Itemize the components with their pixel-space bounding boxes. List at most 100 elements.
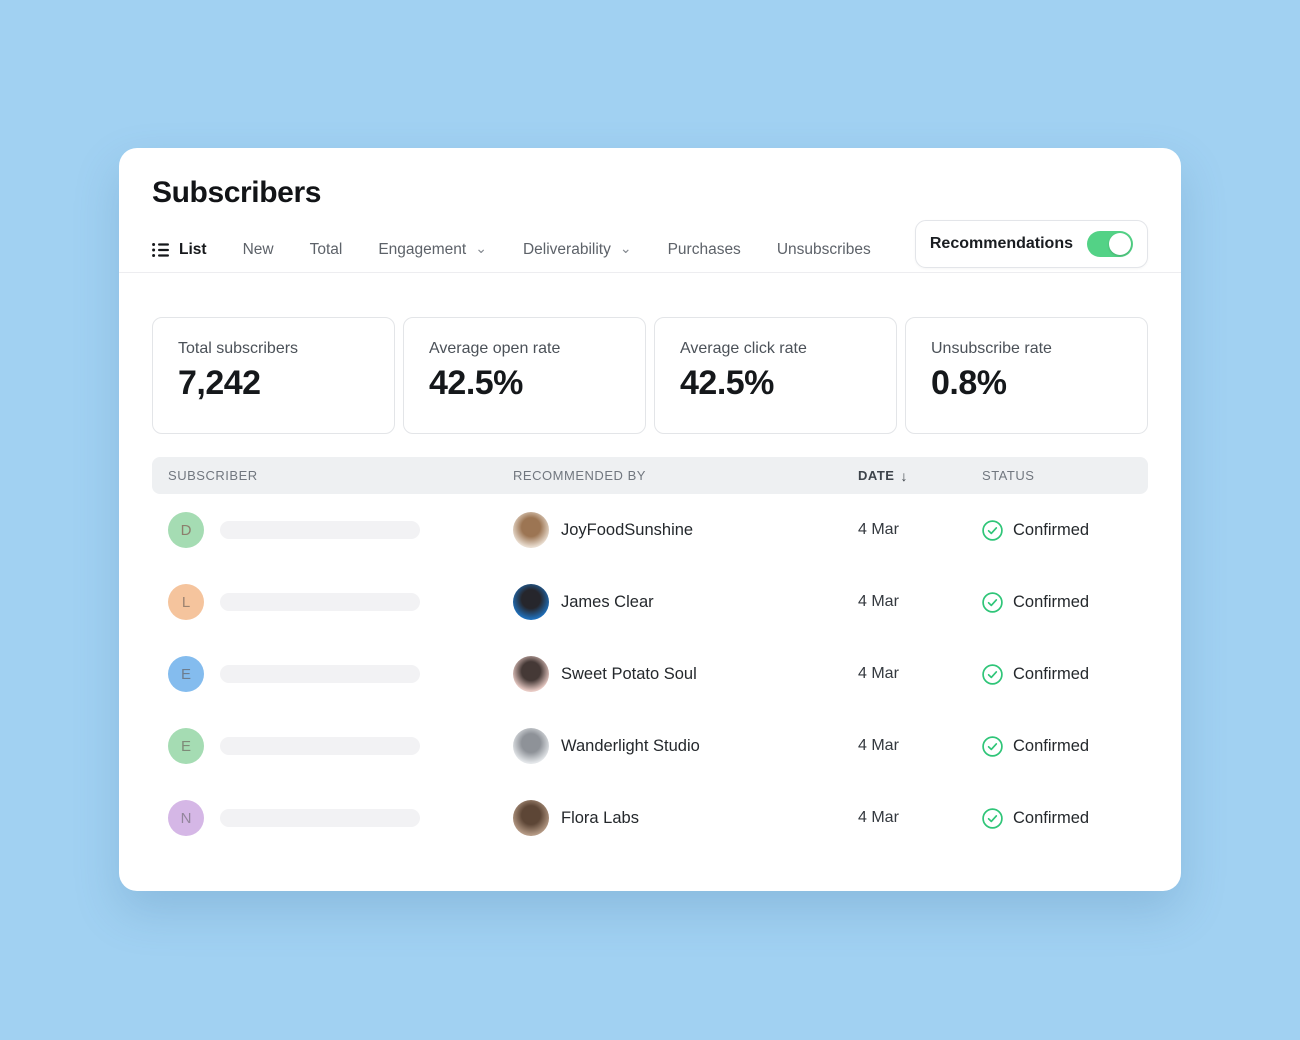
date-cell: 4 Mar: [858, 521, 899, 538]
date-cell: 4 Mar: [858, 737, 899, 754]
status-badge: Confirmed: [1013, 736, 1090, 755]
subscriber-name-placeholder: [220, 809, 420, 827]
table-header: SUBSCRIBER RECOMMENDED BY DATE ↓ STATUS: [152, 457, 1148, 494]
confirmed-check-icon: [982, 735, 1003, 757]
subscriber-initial-avatar: L: [168, 584, 204, 620]
recommender-name: Flora Labs: [561, 808, 639, 827]
panel-header: Subscribers List: [119, 148, 1181, 273]
tab-nav: List New Total Engagement ⌄ Deliverabili…: [152, 220, 1148, 274]
sort-desc-icon: ↓: [900, 467, 909, 484]
status-cell: Confirmed: [982, 735, 1132, 757]
status-badge: Confirmed: [1013, 520, 1090, 539]
recommender-name: James Clear: [561, 592, 654, 611]
status-cell: Confirmed: [982, 519, 1132, 541]
table-row[interactable]: N Flora Labs 4 Mar Confirmed: [152, 782, 1148, 854]
subscriber-initial-avatar: D: [168, 512, 204, 548]
subscribers-panel: Subscribers List: [119, 148, 1181, 891]
column-label: DATE: [858, 468, 895, 483]
subscriber-cell: L: [168, 584, 513, 620]
confirmed-check-icon: [982, 519, 1003, 541]
table-row[interactable]: L James Clear 4 Mar Confirmed: [152, 566, 1148, 638]
tab-label: Engagement: [378, 241, 467, 258]
status-cell: Confirmed: [982, 807, 1132, 829]
subscriber-name-placeholder: [220, 737, 420, 755]
tab-deliverability[interactable]: Deliverability ⌄: [523, 241, 632, 259]
recommender-name: Sweet Potato Soul: [561, 664, 697, 683]
stat-label: Average click rate: [680, 340, 807, 357]
tab-label: Unsubscribes: [776, 241, 871, 258]
tab-unsubscribes[interactable]: Unsubscribes: [777, 241, 871, 259]
subscriber-initial-avatar: E: [168, 656, 204, 692]
stat-total-subscribers: Total subscribers 7,242: [152, 317, 395, 434]
tab-engagement[interactable]: Engagement ⌄: [378, 241, 487, 259]
page-title: Subscribers: [152, 176, 322, 209]
stats-row: Total subscribers 7,242 Average open rat…: [152, 317, 1148, 434]
tab-label: Deliverability: [522, 241, 611, 258]
tab-label: List: [179, 241, 207, 258]
recommendations-toggle-card[interactable]: Recommendations: [914, 220, 1148, 268]
tab-purchases[interactable]: Purchases: [668, 241, 741, 259]
recommended-by-cell: Sweet Potato Soul: [513, 656, 858, 692]
stat-unsubscribe-rate: Unsubscribe rate 0.8%: [905, 317, 1148, 434]
status-cell: Confirmed: [982, 663, 1132, 685]
tab-label: Purchases: [667, 241, 741, 258]
date-cell: 4 Mar: [858, 809, 899, 826]
table-body: D JoyFoodSunshine 4 Mar Confirmed L Jame…: [152, 494, 1148, 854]
column-header-date[interactable]: DATE ↓: [858, 468, 982, 484]
table-row[interactable]: E Wanderlight Studio 4 Mar Confirmed: [152, 710, 1148, 782]
recommender-name: JoyFoodSunshine: [561, 520, 694, 539]
status-badge: Confirmed: [1013, 808, 1090, 827]
subscriber-initial-avatar: E: [168, 728, 204, 764]
subscriber-cell: E: [168, 656, 513, 692]
recommender-avatar: [513, 512, 549, 548]
table-row[interactable]: D JoyFoodSunshine 4 Mar Confirmed: [152, 494, 1148, 566]
confirmed-check-icon: [982, 807, 1003, 829]
status-cell: Confirmed: [982, 591, 1132, 613]
subscriber-cell: N: [168, 800, 513, 836]
recommender-avatar: [513, 728, 549, 764]
stat-value: 0.8%: [931, 364, 1007, 402]
recommender-avatar: [513, 800, 549, 836]
stat-label: Total subscribers: [178, 340, 299, 357]
list-icon: [152, 242, 170, 258]
tab-list-view[interactable]: List: [152, 241, 207, 259]
column-header-recommended-by: RECOMMENDED BY: [513, 468, 646, 483]
recommender-name: Wanderlight Studio: [561, 736, 700, 755]
date-cell: 4 Mar: [858, 665, 899, 682]
recommendations-label: Recommendations: [929, 235, 1073, 252]
column-header-subscriber: SUBSCRIBER: [168, 468, 258, 483]
confirmed-check-icon: [982, 663, 1003, 685]
tab-list: List New Total Engagement ⌄ Deliverabili…: [152, 241, 871, 259]
subscriber-cell: E: [168, 728, 513, 764]
tab-label: Total: [309, 241, 343, 258]
recommended-by-cell: James Clear: [513, 584, 858, 620]
chevron-down-icon: ⌄: [619, 240, 632, 256]
subscriber-name-placeholder: [220, 665, 420, 683]
table-row[interactable]: E Sweet Potato Soul 4 Mar Confirmed: [152, 638, 1148, 710]
stat-value: 7,242: [178, 364, 261, 402]
toggle-knob: [1109, 233, 1131, 255]
subscriber-name-placeholder: [220, 521, 420, 539]
recommender-avatar: [513, 656, 549, 692]
date-cell: 4 Mar: [858, 593, 899, 610]
stat-label: Unsubscribe rate: [931, 340, 1052, 357]
subscriber-cell: D: [168, 512, 513, 548]
subscribers-table: SUBSCRIBER RECOMMENDED BY DATE ↓ STATUS …: [152, 457, 1148, 854]
stat-average-open-rate: Average open rate 42.5%: [403, 317, 646, 434]
subscriber-name-placeholder: [220, 593, 420, 611]
tab-total[interactable]: Total: [310, 241, 343, 259]
column-header-status: STATUS: [982, 468, 1035, 483]
subscriber-initial-avatar: N: [168, 800, 204, 836]
status-badge: Confirmed: [1013, 664, 1090, 683]
stat-label: Average open rate: [429, 340, 561, 357]
recommender-avatar: [513, 584, 549, 620]
recommended-by-cell: Wanderlight Studio: [513, 728, 858, 764]
tab-new[interactable]: New: [243, 241, 274, 259]
status-badge: Confirmed: [1013, 592, 1090, 611]
recommendations-toggle[interactable]: [1087, 231, 1133, 257]
tab-label: New: [242, 241, 274, 258]
confirmed-check-icon: [982, 591, 1003, 613]
stat-value: 42.5%: [429, 364, 523, 402]
recommended-by-cell: JoyFoodSunshine: [513, 512, 858, 548]
chevron-down-icon: ⌄: [475, 240, 487, 256]
